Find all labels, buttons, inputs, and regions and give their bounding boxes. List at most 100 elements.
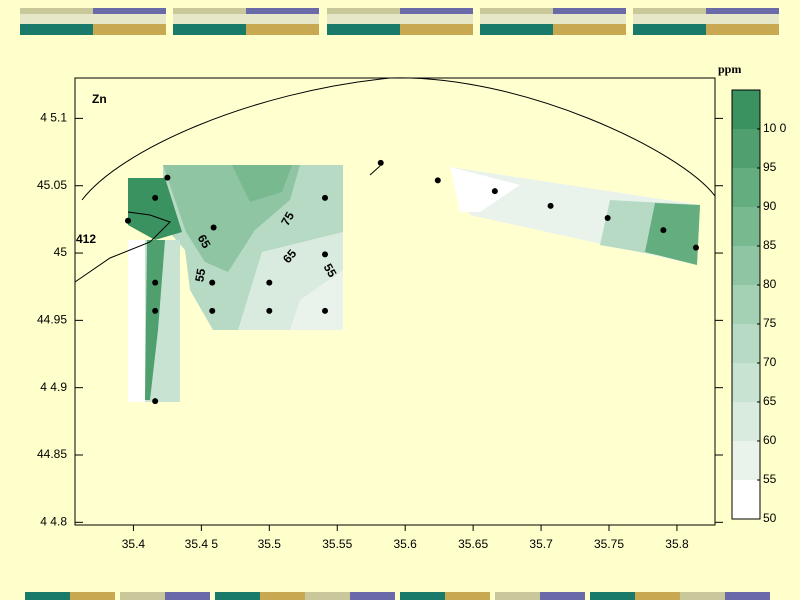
colorbar-bin — [732, 285, 760, 324]
decor — [725, 592, 770, 600]
decor — [120, 592, 165, 600]
colorbar-bin — [732, 168, 760, 207]
y-tick-label: 44.85 — [37, 447, 67, 461]
decor — [480, 14, 626, 24]
decor — [327, 14, 473, 24]
sample-point — [164, 174, 171, 181]
coastline — [369, 165, 381, 176]
sample-point — [266, 279, 273, 286]
colorbar-tick-label: 90 — [763, 199, 777, 213]
coastline — [81, 77, 716, 201]
sample-point — [152, 398, 159, 405]
y-tick-label: 4 4.9 — [40, 380, 67, 394]
colorbar-label: ppm — [718, 62, 741, 76]
decor — [20, 14, 166, 24]
decor — [706, 24, 779, 35]
decor — [590, 592, 635, 600]
decor — [400, 24, 473, 35]
sample-point — [210, 224, 217, 231]
x-tick-label: 35.75 — [594, 537, 624, 551]
decor — [633, 14, 779, 24]
decor — [480, 24, 553, 35]
sample-point — [322, 307, 329, 314]
decor — [400, 592, 445, 600]
sample-point — [152, 194, 159, 201]
chart-title: Zn — [92, 92, 107, 106]
colorbar-bin — [732, 480, 760, 519]
colorbar-bin — [732, 90, 760, 129]
contour-region — [145, 240, 165, 400]
colorbar-tick-label: 95 — [763, 160, 777, 174]
colorbar-bin — [732, 207, 760, 246]
sample-point — [322, 251, 329, 258]
coastline — [74, 211, 171, 283]
sample-point — [660, 227, 667, 234]
x-tick-label: 35.7 — [529, 537, 553, 551]
decor — [165, 592, 210, 600]
contour-region — [645, 203, 700, 265]
colorbar-tick-label: 55 — [763, 472, 777, 486]
decor — [445, 592, 490, 600]
contour-label: 55 — [192, 267, 208, 283]
contour-region — [128, 178, 182, 240]
contour-label: 65 — [195, 232, 214, 251]
y-tick-label: 45 — [54, 245, 68, 259]
x-tick-label: 35.5 — [258, 537, 282, 551]
colorbar-tick-label: 75 — [763, 316, 777, 330]
plot-area — [74, 77, 716, 526]
decor — [173, 14, 319, 24]
sample-point — [209, 307, 216, 314]
colorbar-bin — [732, 441, 760, 480]
contour-fills — [128, 165, 700, 402]
colorbar-bin — [732, 129, 760, 168]
sample-point — [209, 279, 216, 286]
decor — [495, 592, 540, 600]
sample-point — [692, 244, 699, 251]
decor — [305, 592, 350, 600]
decor — [260, 592, 305, 600]
sample-point — [604, 215, 611, 222]
x-tick-label: 35.4 5 — [185, 537, 219, 551]
sample-point — [124, 217, 131, 224]
sample-point — [152, 307, 159, 314]
x-tick-label: 35.6 — [394, 537, 418, 551]
colorbar-tick-label: 80 — [763, 277, 777, 291]
decor — [327, 24, 400, 35]
sample-point — [434, 177, 441, 184]
y-tick-label: 44.95 — [37, 313, 67, 327]
colorbar-bin — [732, 402, 760, 441]
sample-point — [322, 194, 329, 201]
colorbar-tick-label: 65 — [763, 394, 777, 408]
decor — [553, 24, 626, 35]
sample-point — [266, 307, 273, 314]
decor — [633, 24, 706, 35]
colorbar-tick-label: 70 — [763, 355, 777, 369]
colorbar-bin — [732, 324, 760, 363]
contour-label: 55 — [321, 261, 340, 280]
y-tick-label: 4 4.8 — [40, 514, 67, 528]
decor — [246, 24, 319, 35]
colorbar-tick-label: 85 — [763, 238, 777, 252]
decor — [215, 592, 260, 600]
x-tick-label: 35.8 — [665, 537, 689, 551]
y-tick-label: 45.05 — [37, 178, 67, 192]
x-tick-label: 35.65 — [458, 537, 488, 551]
header-decoration — [20, 8, 779, 35]
contour-region — [450, 167, 520, 212]
sample-point — [377, 159, 384, 166]
sample-point — [152, 279, 159, 286]
contour-region — [290, 270, 343, 330]
x-tick-label: 35.55 — [322, 537, 352, 551]
colorbar-bin — [732, 246, 760, 285]
decor — [20, 24, 93, 35]
colorbar-bin — [732, 363, 760, 402]
decor — [680, 592, 725, 600]
sample-point — [547, 202, 554, 209]
y-tick-label: 4 5.1 — [40, 111, 67, 125]
decor — [635, 592, 680, 600]
decor — [540, 592, 585, 600]
colorbar-tick-label: 50 — [763, 511, 777, 525]
x-tick-label: 35.4 — [122, 537, 146, 551]
contour-label: 75 — [278, 209, 297, 228]
annotation: 412 — [76, 232, 96, 246]
